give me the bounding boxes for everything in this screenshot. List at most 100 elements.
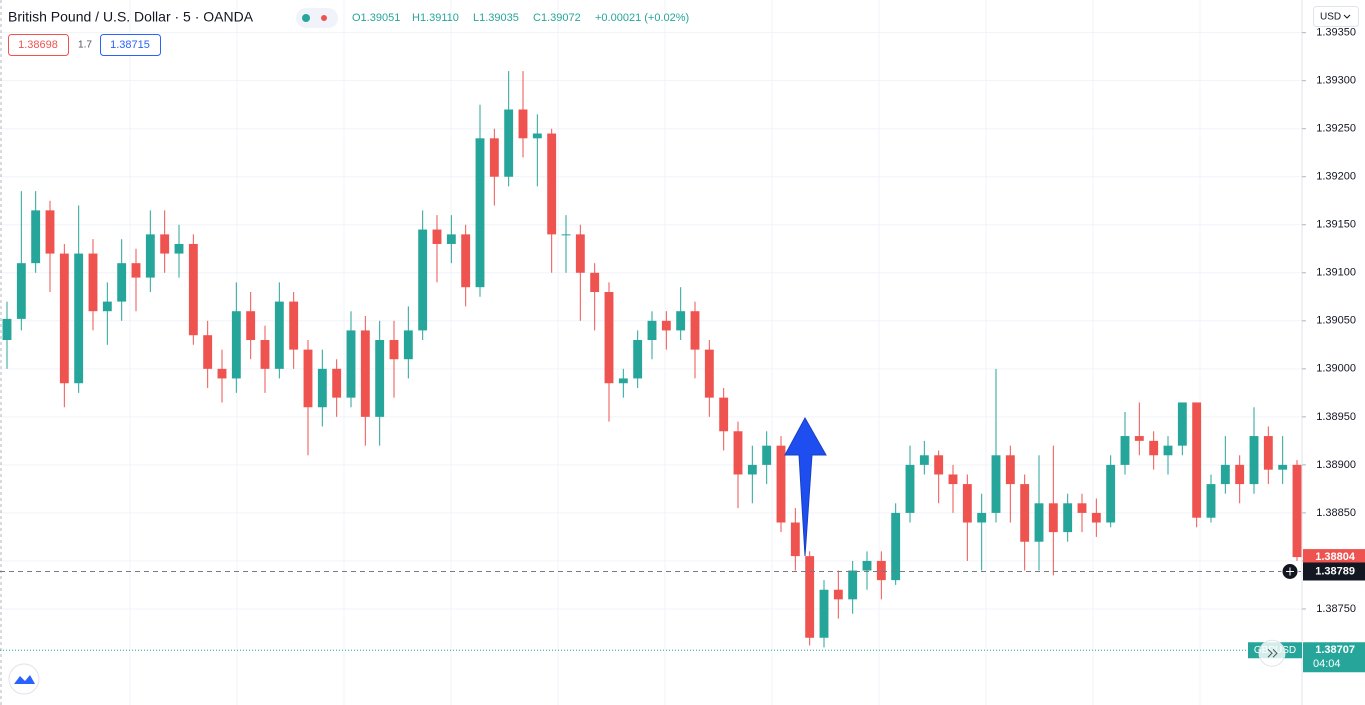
candle-body [102, 301, 112, 312]
candle-body [1235, 464, 1245, 485]
y-tick-label: 1.38950 [1316, 411, 1356, 423]
candle-body [1063, 503, 1073, 533]
bid-countdown: 04:04 [1313, 658, 1341, 670]
buy-button[interactable] [100, 34, 161, 56]
candle-body [919, 455, 929, 465]
candle-body [747, 464, 757, 475]
background [0, 0, 1302, 705]
candle-body [790, 522, 800, 557]
candle-body [518, 109, 528, 139]
sell-button[interactable] [8, 34, 69, 56]
bid-price: 1.38707 [1315, 644, 1355, 656]
candle-body [303, 349, 313, 408]
candle-body [332, 368, 342, 398]
candle-body [504, 109, 514, 177]
candle-body [733, 431, 743, 475]
candle-body [833, 589, 843, 600]
last-price-label: 1.38804 [1315, 551, 1356, 563]
candle-body [1263, 436, 1273, 470]
candle-body [891, 512, 901, 581]
candle-body [475, 138, 485, 288]
plot [2, 71, 1302, 648]
candle-body [532, 133, 542, 139]
ohlc-low: L1.39035 [473, 12, 519, 24]
dropdown-caret [1343, 14, 1351, 19]
candle-body [1292, 464, 1302, 558]
annotation-arrow [784, 416, 827, 557]
y-tick-label: 1.39300 [1316, 75, 1356, 87]
y-tick-label: 1.38900 [1316, 459, 1356, 471]
candle-body [1192, 402, 1202, 518]
candle-body [934, 455, 944, 475]
candle-body [1249, 436, 1259, 485]
y-tick-label: 1.39200 [1316, 171, 1356, 183]
candle-body [1177, 402, 1187, 446]
crosshair-label: 1.38789 [1315, 565, 1355, 577]
candle-body [74, 253, 84, 384]
candle-body [1077, 503, 1087, 513]
candle-body [905, 464, 915, 513]
candle-body [217, 368, 227, 379]
y-tick-label: 1.39100 [1316, 267, 1356, 279]
candle-body [1134, 436, 1144, 441]
candle-body [1149, 440, 1159, 456]
candle-body [31, 210, 41, 264]
candle-body [719, 397, 729, 432]
candle-body [418, 229, 428, 331]
status-pill[interactable] [296, 8, 338, 28]
candle-body [174, 243, 184, 254]
candle-body [145, 234, 155, 278]
candle-body [1278, 464, 1288, 470]
logo-button[interactable] [8, 663, 40, 695]
candle-body [805, 556, 815, 638]
candle-body [848, 570, 858, 600]
candle-body [375, 340, 385, 417]
spread: 1.7 [78, 40, 92, 51]
candle-body [561, 234, 571, 236]
candle-body [862, 560, 872, 571]
candle-body [962, 484, 972, 523]
candle-body [618, 378, 628, 384]
y-tick-label: 1.38850 [1316, 507, 1356, 519]
candle-body [762, 445, 772, 465]
candle-body [389, 340, 399, 360]
candle-body [274, 301, 284, 369]
candle-body [1106, 464, 1116, 523]
bid-price-box [1303, 642, 1365, 673]
status-dot [302, 14, 310, 22]
currency-label[interactable]: USD [1320, 12, 1341, 23]
status-dot [321, 15, 327, 21]
candle-body [547, 133, 557, 235]
candle-body [876, 560, 886, 581]
candle-body [16, 263, 26, 319]
y-tick-label: 1.39250 [1316, 123, 1356, 135]
candle-body [131, 263, 141, 278]
y-tick-label: 1.39050 [1316, 315, 1356, 327]
candle-body [188, 243, 198, 336]
candle-body [461, 234, 471, 288]
candle-body [446, 234, 456, 244]
candle-body [590, 272, 600, 292]
candle-body [647, 320, 657, 341]
candle-body [676, 311, 686, 331]
candle-body [317, 368, 327, 408]
overlay: 1.387501.388001.388501.389001.389501.390… [0, 27, 1365, 673]
candle-body [704, 349, 714, 398]
buy-price[interactable]: 1.38715 [110, 39, 150, 51]
candle-body [432, 229, 442, 244]
ohlc-close: C1.39072 [533, 12, 581, 24]
candle-body [604, 291, 614, 384]
candle-body [203, 335, 213, 369]
currency-dropdown[interactable] [1313, 6, 1359, 27]
candle-body [991, 455, 1001, 513]
sell-price[interactable]: 1.38698 [18, 39, 58, 51]
candle-body [346, 330, 356, 398]
candle-body [1034, 503, 1044, 542]
candle-body [633, 340, 643, 379]
candle-body [289, 301, 299, 350]
y-tick-label: 1.39150 [1316, 219, 1356, 231]
candle-body [260, 340, 270, 369]
candle-body [2, 318, 12, 341]
candle-body [88, 253, 98, 312]
ohlc-change: +0.00021 (+0.02%) [595, 12, 689, 24]
